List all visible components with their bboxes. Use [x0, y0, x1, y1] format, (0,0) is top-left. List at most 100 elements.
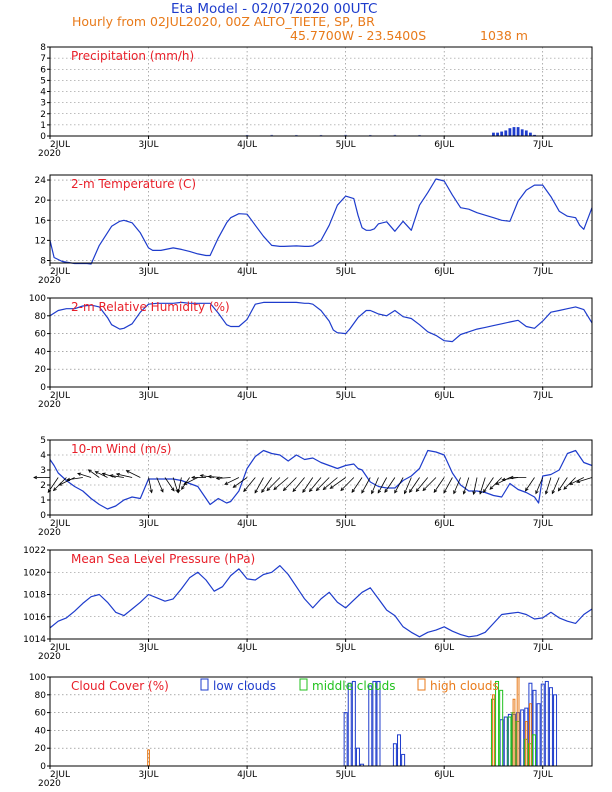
precip-bar [512, 127, 516, 136]
wind-arrow-shaft [102, 473, 116, 478]
precip-year-label: 2020 [38, 149, 61, 159]
wind-arrow-shaft [233, 477, 248, 488]
wind-arrow-head [551, 490, 555, 495]
cloud-ytick-label: 60 [35, 709, 47, 719]
precip-bar [520, 129, 524, 136]
rh-year-label: 2020 [38, 400, 61, 410]
wind-arrow-head [453, 490, 457, 495]
high-cloud-bar [492, 694, 495, 767]
precip-trace-bar [393, 134, 397, 136]
wind-ytick-label: 3 [40, 466, 46, 476]
wind-xtick-label: 6JUL [434, 519, 454, 529]
wind-arrow-head [509, 475, 514, 480]
low-cloud-bar [392, 743, 397, 767]
wind-arrow-shaft [302, 477, 314, 493]
mslp-ytick-label: 1020 [23, 568, 46, 578]
wind-arrow-shaft [483, 477, 494, 493]
wind-arrow-shaft [495, 477, 511, 485]
wind-arrow-head [160, 488, 164, 493]
middle-cloud-bar [532, 734, 537, 767]
rh-ytick-label: 40 [35, 347, 47, 357]
wind-xtick-label: 3JUL [139, 519, 159, 529]
precip-ytick-label: 0 [40, 132, 46, 142]
wind-arrow-head [101, 472, 106, 476]
wind-arrow-head [181, 486, 185, 491]
temp-xtick-label: 5JUL [336, 267, 356, 277]
wind-arrow-head [569, 481, 574, 485]
low-cloud-bar [376, 680, 381, 767]
wind-arrow-shaft [340, 477, 355, 491]
wind-arrow-shaft [208, 476, 223, 478]
temp-xtick-label: 7JUL [533, 267, 553, 277]
wind-arrow-shaft [535, 477, 544, 494]
temp-frame [49, 174, 593, 264]
precip-trace-bar [418, 134, 421, 136]
wind-arrow-shaft [551, 477, 560, 494]
wind-arrow-shaft [545, 477, 552, 495]
low-cloud-bar [368, 685, 373, 767]
wind-arrow-shaft [148, 477, 153, 493]
wind-xtick-label: 7JUL [533, 519, 553, 529]
cloud-xtick-label: 6JUL [434, 770, 454, 780]
wind-ytick-label: 4 [40, 451, 46, 461]
wind-arrow-shaft [243, 477, 256, 492]
wind-arrow-head [563, 486, 568, 490]
rh-xtick-label: 4JUL [237, 391, 257, 401]
wind-ytick-label: 0 [40, 511, 46, 521]
low-cloud-bar [347, 682, 352, 767]
rh-line [49, 301, 593, 343]
wind-arrow-head [329, 485, 334, 489]
wind-arrow-shaft [116, 473, 133, 478]
wind-arrow-head [544, 490, 549, 495]
legend-low-swatch [200, 678, 209, 691]
precip-xtick-label: 6JUL [434, 140, 454, 150]
wind-arrow-head [308, 488, 313, 493]
precip-trace-bar [319, 134, 323, 136]
wind-arrow-head [125, 470, 130, 474]
cloud-xtick-label: 4JUL [237, 770, 257, 780]
wind-arrow-head [109, 474, 114, 478]
wind-arrow-head [403, 490, 408, 495]
low-cloud-bar [520, 709, 525, 767]
precip-ytick-label: 6 [40, 65, 46, 75]
wind-arrow-head [394, 489, 398, 494]
rh-ytick-label: 60 [35, 330, 47, 340]
wind-arrow-shaft [200, 475, 215, 478]
wind-arrow-shaft [254, 477, 264, 494]
wind-arrow-head [408, 489, 413, 493]
wind-arrow-head [489, 486, 494, 490]
wind-arrow-head [302, 489, 306, 493]
low-cloud-bar [397, 734, 402, 767]
precip-bar [533, 134, 536, 136]
precip-bar [492, 132, 495, 136]
wind-arrow-shaft [323, 477, 338, 490]
low-cloud-bar [401, 753, 406, 767]
header-location: 45.7700W - 23.5400S [290, 28, 426, 43]
mslp-xtick-label: 5JUL [336, 643, 356, 653]
wind-panel: 0 1 2 3 4 5 2JUL 3JUL 4JUL 5JUL 6JUL 7JUL 2020 10-m W… [33, 436, 593, 538]
wind-arrow-shaft [266, 477, 281, 491]
wind-arrow-shaft [316, 477, 330, 491]
mslp-xtick-label: 2JUL [50, 643, 70, 653]
rh-ytick-label: 80 [35, 312, 47, 322]
temp-ytick-label: 24 [35, 176, 47, 186]
wind-arrow-shaft [563, 477, 576, 490]
wind-arrow-head [177, 489, 181, 494]
wind-arrow-head [224, 481, 229, 485]
middle-cloud-bar [499, 689, 504, 767]
wind-arrow-head [170, 487, 175, 492]
wind-arrow-head [66, 477, 71, 482]
wind-xtick-label: 2JUL [50, 519, 70, 529]
temp-year-label: 2020 [38, 276, 61, 286]
wind-arrow-head [384, 489, 388, 493]
middle-cloud-bar [507, 716, 512, 767]
rh-xtick-label: 7JUL [533, 391, 553, 401]
mslp-ytick-label: 1018 [23, 591, 46, 601]
legend-low-label: low clouds [213, 679, 276, 693]
rh-xtick-label: 3JUL [139, 391, 159, 401]
mslp-line [49, 564, 593, 638]
wind-arrow-head [422, 487, 427, 492]
wind-arrow-shaft [88, 469, 100, 478]
cloud-title: Cloud Cover (%) [71, 679, 169, 693]
